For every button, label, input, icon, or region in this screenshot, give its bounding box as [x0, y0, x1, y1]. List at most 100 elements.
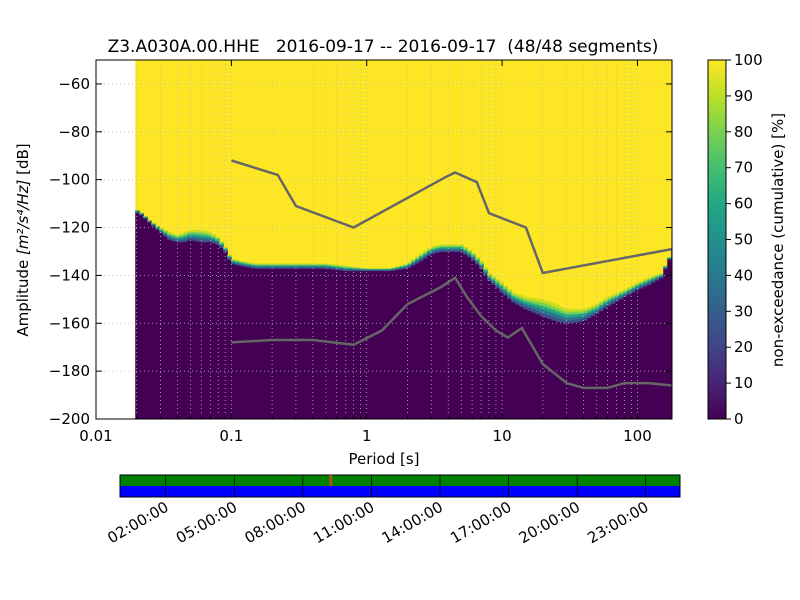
- heatmap-band-cell: [227, 256, 232, 258]
- heatmap-band-cell: [615, 294, 620, 297]
- heatmap-low-column: [223, 251, 228, 419]
- heatmap-band-cell: [459, 245, 464, 248]
- heatmap-band-cell: [519, 297, 524, 301]
- heatmap-band-cell: [239, 262, 244, 265]
- heatmap-band-cell: [187, 238, 192, 241]
- heatmap-band-cell: [427, 249, 432, 252]
- heatmap-band-cell: [335, 265, 340, 268]
- heatmap-band-cell: [331, 266, 336, 268]
- heatmap-band-cell: [191, 236, 196, 239]
- heatmap-band-cell: [583, 312, 588, 316]
- heatmap-band-cell: [495, 280, 500, 284]
- heatmap-low-column: [271, 268, 276, 419]
- heatmap-band-cell: [563, 308, 568, 312]
- heatmap-low-column: [315, 268, 320, 419]
- heatmap-band-cell: [447, 248, 452, 251]
- heatmap-low-column: [579, 321, 584, 419]
- heatmap-band-cell: [315, 266, 320, 268]
- heatmap-low-column: [283, 268, 288, 419]
- heatmap-band-cell: [419, 259, 424, 262]
- heatmap-band-cell: [275, 267, 280, 269]
- heatmap-band-cell: [167, 234, 172, 237]
- colorbar-tick-label: 90: [734, 87, 753, 105]
- heatmap-band-cell: [339, 267, 344, 269]
- heatmap-band-cell: [303, 264, 308, 266]
- x-tick-label: 100: [623, 427, 652, 445]
- heatmap-band-cell: [247, 264, 252, 266]
- heatmap-band-cell: [275, 265, 280, 267]
- heatmap-band-cell: [471, 254, 476, 257]
- x-tick-label: 0.1: [219, 427, 243, 445]
- heatmap-band-cell: [623, 294, 628, 297]
- heatmap-low-column: [495, 287, 500, 419]
- heatmap-band-cell: [551, 303, 556, 307]
- heatmap-band-cell: [603, 298, 608, 301]
- heatmap-band-cell: [439, 250, 444, 252]
- heatmap-band-cell: [659, 273, 664, 275]
- heatmap-band-cell: [159, 229, 164, 232]
- heatmap-band-cell: [223, 250, 228, 253]
- heatmap-low-column: [391, 270, 396, 419]
- heatmap-band-cell: [595, 307, 600, 310]
- heatmap-band-cell: [159, 228, 164, 231]
- heatmap-band-cell: [651, 278, 656, 281]
- heatmap-band-cell: [407, 264, 412, 266]
- heatmap-band-cell: [235, 263, 240, 266]
- timeline-psd-bar: [120, 486, 680, 497]
- heatmap-band-cell: [367, 270, 372, 272]
- heatmap-band-cell: [275, 264, 280, 266]
- heatmap-band-cell: [163, 232, 168, 235]
- heatmap-band-cell: [403, 264, 408, 267]
- heatmap-band-cell: [299, 267, 304, 269]
- heatmap-band-cell: [359, 269, 364, 271]
- heatmap-low-column: [487, 280, 492, 419]
- heatmap-band-cell: [555, 314, 560, 319]
- heatmap-band-cell: [307, 266, 312, 268]
- heatmap-band-cell: [607, 299, 612, 303]
- heatmap-band-cell: [463, 248, 468, 251]
- heatmap-band-cell: [135, 211, 140, 213]
- heatmap-band-cell: [395, 266, 400, 268]
- heatmap-band-cell: [631, 289, 636, 292]
- heatmap-band-cell: [419, 257, 424, 260]
- heatmap-band-cell: [575, 311, 580, 315]
- heatmap-band-cell: [611, 297, 616, 301]
- heatmap-band-cell: [515, 297, 520, 301]
- heatmap-low-column: [427, 255, 432, 419]
- heatmap-band-cell: [279, 263, 284, 265]
- heatmap-low-column: [439, 251, 444, 419]
- heatmap-band-cell: [187, 230, 192, 233]
- heatmap-band-cell: [287, 263, 292, 265]
- x-tick-label: 10: [493, 427, 512, 445]
- heatmap-band-cell: [327, 264, 332, 267]
- heatmap-low-column: [615, 300, 620, 419]
- heatmap-low-column: [555, 321, 560, 419]
- heatmap-band-cell: [451, 247, 456, 250]
- heatmap-band-cell: [455, 245, 460, 248]
- heatmap-band-cell: [343, 269, 348, 272]
- heatmap-band-cell: [587, 306, 592, 310]
- heatmap-band-cell: [391, 268, 396, 270]
- heatmap-band-cell: [639, 280, 644, 283]
- heatmap-band-cell: [483, 273, 488, 276]
- heatmap-band-cell: [643, 280, 648, 283]
- colorbar-tick-label: 100: [734, 51, 763, 69]
- heatmap-band-cell: [639, 282, 644, 285]
- colorbar-label: non-exceedance (cumulative) [%]: [769, 113, 787, 367]
- heatmap-band-cell: [363, 269, 368, 271]
- heatmap-band-cell: [435, 250, 440, 253]
- heatmap-band-cell: [587, 309, 592, 312]
- heatmap-band-cell: [443, 247, 448, 250]
- colorbar-tick-label: 30: [734, 302, 753, 320]
- heatmap-band-cell: [311, 263, 316, 265]
- timeline-tick-label: 08:00:00: [242, 498, 309, 547]
- heatmap-band-cell: [351, 266, 356, 268]
- heatmap-band-cell: [519, 301, 524, 305]
- heatmap-band-cell: [175, 240, 180, 243]
- heatmap-band-cell: [275, 266, 280, 268]
- heatmap-band-cell: [543, 310, 548, 315]
- heatmap-band-cell: [335, 264, 340, 267]
- heatmap-band-cell: [623, 289, 628, 292]
- heatmap-band-cell: [271, 265, 276, 267]
- heatmap-band-cell: [411, 262, 416, 265]
